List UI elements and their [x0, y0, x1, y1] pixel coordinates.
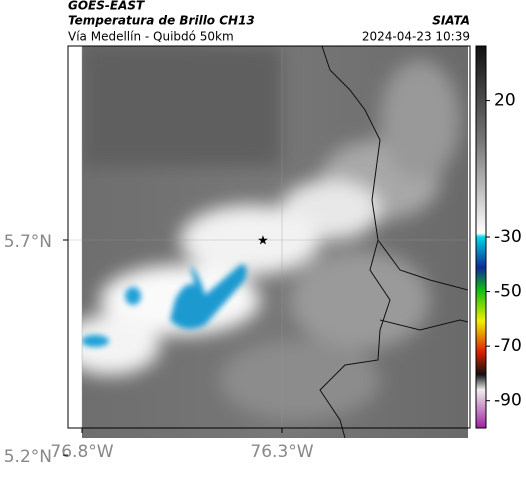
colorbar-tick-label: -70 [494, 336, 522, 356]
x-tick-label: 76.3°W [250, 442, 313, 462]
route-label: Vía Medellín - Quibdó 50km [68, 30, 234, 44]
y-tick-label: 5.7°N [4, 232, 52, 252]
colorbar-tick-label: -50 [494, 282, 522, 302]
timestamp: 2024-04-23 10:39 [362, 30, 470, 44]
colorbar-tick-label: 20 [494, 91, 516, 111]
colorbar [475, 45, 487, 429]
map-title: Temperatura de Brillo CH13 [68, 14, 255, 28]
y-tick-label: 5.2°N [4, 447, 52, 467]
x-tick-label: 76.8°W [50, 442, 113, 462]
source-label: GOES-EAST [68, 0, 145, 13]
colorbar-tick-label: -30 [494, 227, 522, 247]
brand-label: SIATA [432, 14, 470, 28]
map-border [67, 45, 471, 429]
location-marker: ★ [257, 234, 269, 249]
colorbar-tick-label: -90 [494, 391, 522, 411]
